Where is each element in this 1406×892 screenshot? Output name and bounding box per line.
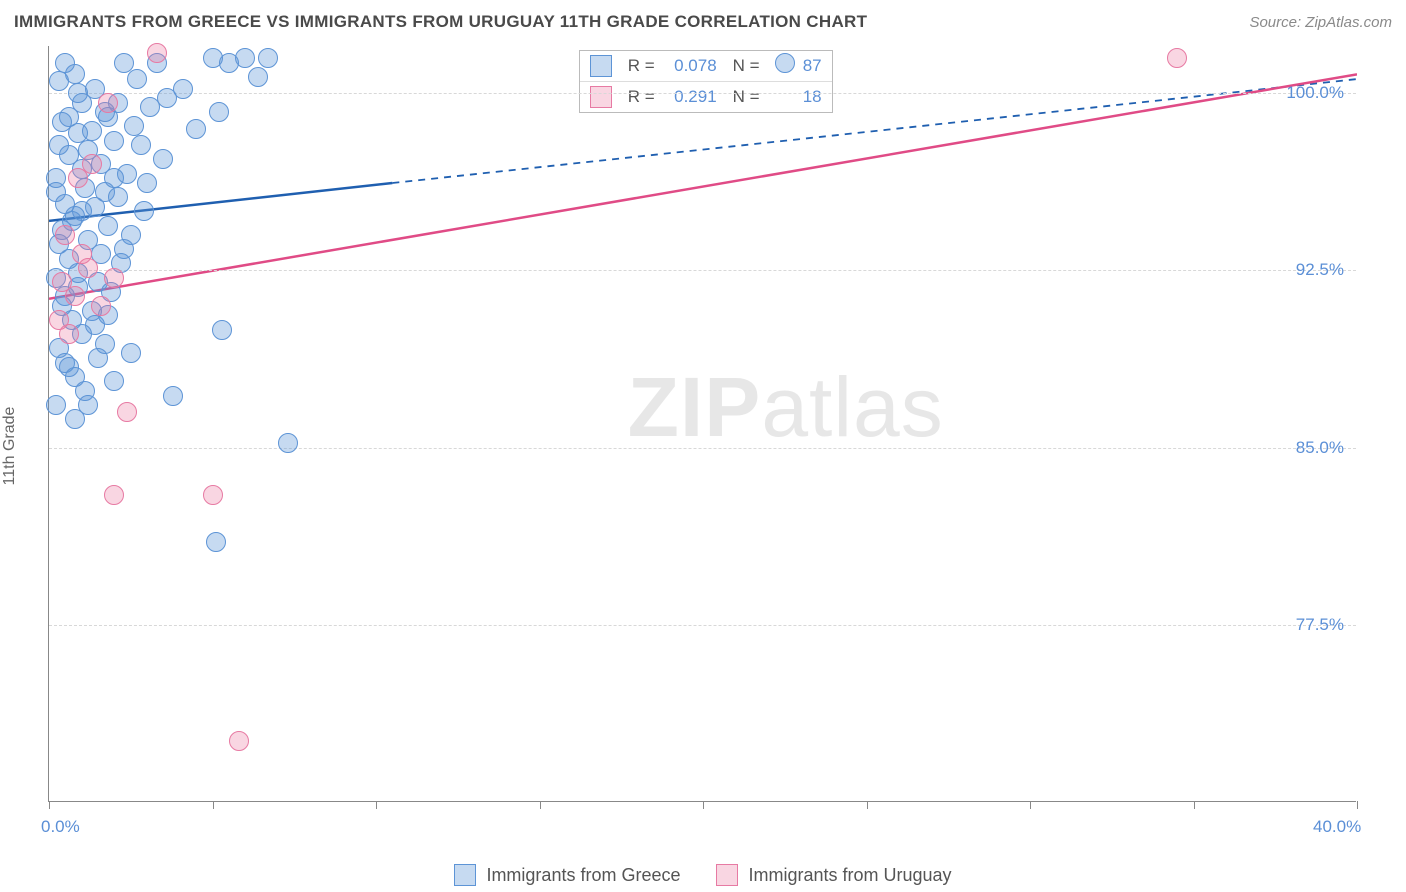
x-tick: [867, 801, 868, 809]
n-label: N =: [733, 56, 760, 76]
data-point-greece: [173, 79, 193, 99]
data-point-greece: [88, 348, 108, 368]
data-point-greece: [206, 532, 226, 552]
data-point-greece: [46, 168, 66, 188]
r-value: 0.078: [665, 56, 717, 76]
data-point-greece: [235, 48, 255, 68]
source-label: Source: ZipAtlas.com: [1249, 14, 1392, 31]
y-tick-label: 85.0%: [1296, 438, 1344, 458]
data-point-uruguay: [98, 93, 118, 113]
data-point-greece: [59, 107, 79, 127]
r-label: R =: [628, 87, 655, 107]
gridline: [49, 625, 1356, 626]
gridline: [49, 448, 1356, 449]
data-point-greece: [72, 201, 92, 221]
swatch-icon: [716, 864, 738, 886]
x-tick: [213, 801, 214, 809]
data-point-greece: [186, 119, 206, 139]
chart-title: IMMIGRANTS FROM GREECE VS IMMIGRANTS FRO…: [14, 12, 867, 32]
data-point-greece: [59, 357, 79, 377]
y-tick-label: 77.5%: [1296, 615, 1344, 635]
data-point-uruguay: [82, 154, 102, 174]
data-point-greece: [46, 395, 66, 415]
data-point-greece: [775, 53, 795, 73]
trend-line: [392, 79, 1357, 183]
data-point-uruguay: [203, 485, 223, 505]
data-point-greece: [278, 433, 298, 453]
x-tick: [540, 801, 541, 809]
trend-lines-layer: [49, 46, 1357, 802]
data-point-greece: [49, 135, 69, 155]
n-value: 18: [770, 87, 822, 107]
x-tick: [1194, 801, 1195, 809]
legend-row-uruguay: R = 0.291 N = 18: [580, 82, 832, 112]
data-point-greece: [82, 121, 102, 141]
legend-label: Immigrants from Greece: [486, 865, 680, 886]
x-tick: [1030, 801, 1031, 809]
gridline: [49, 270, 1356, 271]
data-point-greece: [95, 182, 115, 202]
data-point-uruguay: [147, 43, 167, 63]
scatter-plot-area: ZIPatlas R =0.078N =87R =0.291N =18 77.5…: [48, 46, 1356, 802]
data-point-greece: [258, 48, 278, 68]
y-tick-label: 92.5%: [1296, 260, 1344, 280]
data-point-greece: [121, 343, 141, 363]
x-tick: [49, 801, 50, 809]
data-point-greece: [137, 173, 157, 193]
x-tick: [1357, 801, 1358, 809]
legend-item-greece: Immigrants from Greece: [454, 864, 680, 886]
data-point-greece: [104, 131, 124, 151]
y-axis-title: 11th Grade: [1, 407, 19, 486]
data-point-uruguay: [104, 268, 124, 288]
swatch-icon: [454, 864, 476, 886]
x-tick: [703, 801, 704, 809]
data-point-uruguay: [72, 244, 92, 264]
data-point-uruguay: [229, 731, 249, 751]
y-tick-label: 100.0%: [1286, 83, 1344, 103]
data-point-uruguay: [59, 324, 79, 344]
data-point-greece: [98, 216, 118, 236]
data-point-greece: [248, 67, 268, 87]
data-point-greece: [163, 386, 183, 406]
swatch-icon: [590, 55, 612, 77]
r-label: R =: [628, 56, 655, 76]
r-value: 0.291: [665, 87, 717, 107]
swatch-icon: [590, 86, 612, 108]
data-point-greece: [212, 320, 232, 340]
x-tick-label: 0.0%: [41, 817, 80, 837]
n-label: N =: [733, 87, 760, 107]
legend-item-uruguay: Immigrants from Uruguay: [716, 864, 951, 886]
gridline: [49, 93, 1356, 94]
x-tick: [376, 801, 377, 809]
x-tick-label: 40.0%: [1313, 817, 1361, 837]
data-point-greece: [131, 135, 151, 155]
data-point-uruguay: [1167, 48, 1187, 68]
legend-label: Immigrants from Uruguay: [748, 865, 951, 886]
series-legend: Immigrants from Greece Immigrants from Ur…: [0, 864, 1406, 886]
